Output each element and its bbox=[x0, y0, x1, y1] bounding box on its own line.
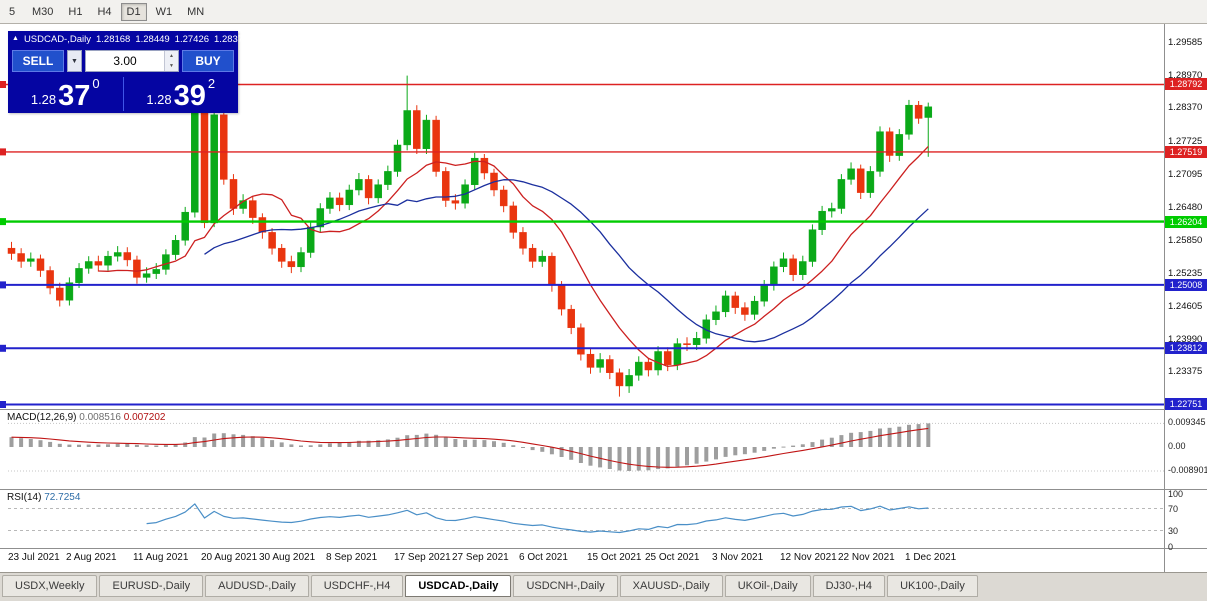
timeframe-button-h4[interactable]: H4 bbox=[91, 3, 117, 21]
collapse-panel-icon[interactable]: ▲ bbox=[12, 35, 19, 42]
volume-input[interactable]: 3.00 ▲ ▼ bbox=[85, 50, 179, 72]
level-left-marker bbox=[0, 281, 6, 289]
ohlc-close: 1.28370 bbox=[214, 33, 249, 45]
level-left-marker bbox=[0, 344, 6, 352]
sell-button[interactable]: SELL bbox=[12, 50, 64, 72]
macd-indicator-label: MACD(12,26,9) 0.008516 0.007202 bbox=[7, 412, 165, 423]
order-type-dropdown[interactable]: ▼ bbox=[67, 50, 82, 72]
chevron-down-icon: ▼ bbox=[71, 57, 78, 65]
ask-prefix: 1.28 bbox=[146, 92, 172, 107]
ask-price[interactable]: 1.28 39 2 bbox=[124, 75, 239, 113]
ohlc-low: 1.27426 bbox=[174, 33, 210, 45]
bid-ask-display: 1.28 37 0 1.28 39 2 bbox=[8, 75, 238, 113]
ohlc-high: 1.28449 bbox=[135, 33, 170, 45]
moving-averages-layer bbox=[98, 145, 929, 368]
chart-tab-audusd-daily[interactable]: AUDUSD-,Daily bbox=[205, 575, 309, 597]
chart-tab-dj30-h4[interactable]: DJ30-,H4 bbox=[812, 575, 886, 597]
timeframe-button-mn[interactable]: MN bbox=[181, 3, 210, 21]
timeframe-button-5[interactable]: 5 bbox=[1, 3, 23, 21]
trade-panel: ▲ USDCAD-,Daily 1.28168 1.28449 1.27426 … bbox=[8, 31, 248, 113]
separators-layer bbox=[0, 24, 1207, 572]
chart-tab-xauusd-daily[interactable]: XAUUSD-,Daily bbox=[619, 575, 723, 597]
macd-value-signal: 0.007202 bbox=[123, 412, 166, 423]
ohlc-open: 1.28168 bbox=[95, 33, 131, 45]
volume-stepper[interactable]: ▲ ▼ bbox=[164, 51, 178, 71]
macd-pane bbox=[8, 422, 1164, 472]
level-lines-layer bbox=[0, 81, 1164, 408]
chart-tab-ukoil-daily[interactable]: UKOil-,Daily bbox=[724, 575, 811, 597]
bid-big-digits: 37 bbox=[58, 80, 91, 112]
chart-tab-eurusd-daily[interactable]: EURUSD-,Daily bbox=[99, 575, 204, 597]
chart-tab-uk100-daily[interactable]: UK100-,Daily bbox=[887, 575, 978, 597]
rsi-pane bbox=[8, 503, 1164, 534]
rsi-name: RSI(14) bbox=[7, 492, 42, 503]
chart-tab-bar: USDX,Weekly EURUSD-,Daily AUDUSD-,Daily USD… bbox=[0, 572, 1207, 601]
ask-pip-digit: 2 bbox=[207, 76, 216, 91]
chart-title-bar: ▲ USDCAD-,Daily 1.28168 1.28449 1.27426 … bbox=[8, 31, 248, 46]
level-left-marker bbox=[0, 401, 6, 408]
timeframe-button-m30[interactable]: M30 bbox=[26, 3, 59, 21]
volume-value: 3.00 bbox=[113, 54, 137, 68]
macd-name: MACD(12,26,9) bbox=[7, 412, 77, 423]
timeframe-button-h1[interactable]: H1 bbox=[62, 3, 88, 21]
timeframe-button-d1[interactable]: D1 bbox=[120, 2, 147, 21]
chart-tab-usdcnh-daily[interactable]: USDCNH-,Daily bbox=[513, 575, 618, 597]
chart-symbol-title: USDCAD-,Daily bbox=[23, 33, 91, 45]
rsi-value: 72.7254 bbox=[44, 492, 81, 503]
timeframe-toolbar: 5 M30 H1 H4 D1 W1 MN bbox=[0, 0, 1207, 24]
level-left-marker bbox=[0, 148, 6, 156]
bid-ask-divider bbox=[122, 77, 124, 111]
bid-pip-digit: 0 bbox=[92, 76, 100, 91]
bid-price[interactable]: 1.28 37 0 bbox=[8, 75, 123, 113]
level-left-marker bbox=[0, 218, 6, 226]
macd-value-main: 0.008516 bbox=[79, 412, 121, 423]
rsi-indicator-label: RSI(14) 72.7254 bbox=[7, 492, 80, 503]
buy-button[interactable]: BUY bbox=[182, 50, 234, 72]
chart-tab-usdchf-h4[interactable]: USDCHF-,H4 bbox=[310, 575, 404, 597]
spinner-up-icon[interactable]: ▲ bbox=[165, 51, 178, 61]
chart-tab-usdx-weekly[interactable]: USDX,Weekly bbox=[2, 575, 98, 597]
candles-layer bbox=[7, 75, 933, 397]
bid-prefix: 1.28 bbox=[30, 92, 57, 107]
chart-tab-usdcad-daily[interactable]: USDCAD-,Daily bbox=[405, 575, 512, 597]
order-controls-row: SELL ▼ 3.00 ▲ ▼ BUY bbox=[8, 46, 238, 75]
ask-big-digits: 39 bbox=[173, 80, 206, 112]
spinner-down-icon[interactable]: ▼ bbox=[165, 61, 178, 71]
level-left-marker bbox=[0, 81, 6, 88]
timeframe-button-w1[interactable]: W1 bbox=[150, 3, 179, 21]
